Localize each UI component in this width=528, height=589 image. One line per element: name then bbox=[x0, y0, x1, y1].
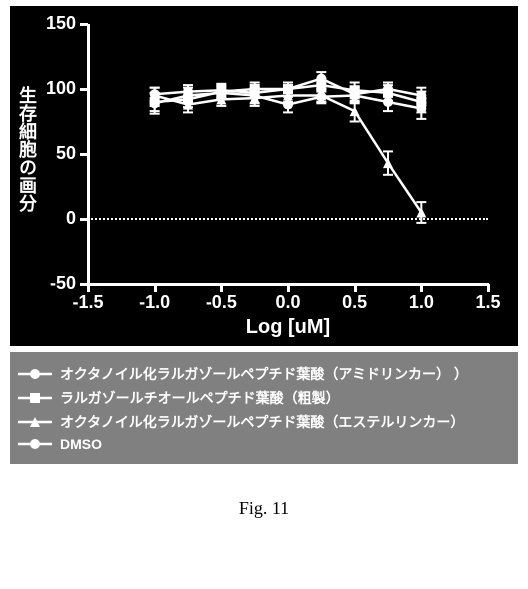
x-tick-label: 0.0 bbox=[263, 292, 313, 313]
y-tick-label: -50 bbox=[30, 273, 76, 294]
legend-swatch-square-icon bbox=[18, 390, 52, 406]
x-tick bbox=[354, 284, 357, 292]
series-layer bbox=[88, 24, 488, 284]
x-tick bbox=[420, 284, 423, 292]
chart-panel: -1.5-1.0-0.50.00.51.01.5-50050100150生存細胞… bbox=[10, 6, 518, 346]
x-tick-label: 0.5 bbox=[330, 292, 380, 313]
legend-row: DMSO bbox=[18, 436, 510, 452]
y-tick-label: 150 bbox=[30, 13, 76, 34]
data-point-circle-icon bbox=[150, 89, 160, 99]
data-point-circle-icon bbox=[350, 89, 360, 99]
x-tick-label: -1.5 bbox=[63, 292, 113, 313]
legend-row: オクタノイル化ラルガゾールペプチド葉酸（アミドリンカー） ） bbox=[18, 364, 510, 384]
legend-swatch-triangle-icon bbox=[18, 414, 52, 430]
data-point-circle-icon bbox=[250, 88, 260, 98]
y-tick bbox=[80, 283, 88, 286]
x-tick-label: 1.0 bbox=[396, 292, 446, 313]
legend-label: DMSO bbox=[60, 436, 102, 452]
legend-label: ラルガゾールチオールペプチド葉酸（粗製） bbox=[60, 388, 340, 408]
y-axis-title: 生存細胞の画分 bbox=[14, 54, 40, 244]
x-tick-label: 1.5 bbox=[463, 292, 513, 313]
x-tick bbox=[154, 284, 157, 292]
y-tick bbox=[80, 218, 88, 221]
y-tick bbox=[80, 23, 88, 26]
legend-label: オクタノイル化ラルガゾールペプチド葉酸（アミドリンカー） ） bbox=[60, 364, 468, 384]
x-tick bbox=[220, 284, 223, 292]
data-point-circle-icon bbox=[283, 84, 293, 94]
plot-area: -1.5-1.0-0.50.00.51.01.5-50050100150生存細胞… bbox=[88, 24, 488, 284]
x-tick bbox=[487, 284, 490, 292]
data-point-circle-icon bbox=[183, 87, 193, 97]
legend-swatch-circle-icon bbox=[18, 436, 52, 452]
figure-caption: Fig. 11 bbox=[0, 498, 528, 519]
legend-row: ラルガゾールチオールペプチド葉酸（粗製） bbox=[18, 388, 510, 408]
legend-label: オクタノイル化ラルガゾールペプチド葉酸（エステルリンカー） bbox=[60, 412, 464, 432]
data-point-circle-icon bbox=[416, 91, 426, 101]
y-tick bbox=[80, 88, 88, 91]
legend-swatch-circle-icon bbox=[18, 366, 52, 382]
y-tick bbox=[80, 153, 88, 156]
legend: オクタノイル化ラルガゾールペプチド葉酸（アミドリンカー） ） ラルガゾールチオー… bbox=[10, 352, 518, 464]
legend-row: オクタノイル化ラルガゾールペプチド葉酸（エステルリンカー） bbox=[18, 412, 510, 432]
x-tick-label: -1.0 bbox=[130, 292, 180, 313]
data-point-circle-icon bbox=[216, 85, 226, 95]
data-point-circle-icon bbox=[316, 74, 326, 84]
x-tick-label: -0.5 bbox=[196, 292, 246, 313]
x-axis-title: Log [uM] bbox=[88, 316, 488, 339]
data-point-circle-icon bbox=[383, 84, 393, 94]
x-tick bbox=[287, 284, 290, 292]
data-point-triangle-icon bbox=[350, 106, 360, 116]
